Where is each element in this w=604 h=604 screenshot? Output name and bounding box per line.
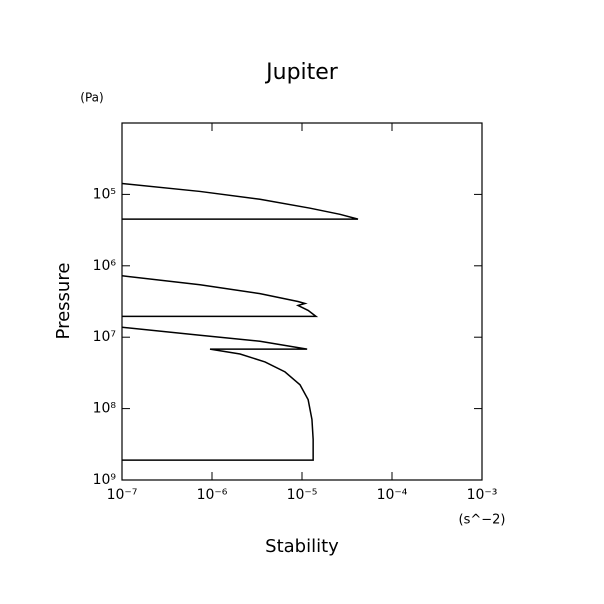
y-tick-label: 10⁸	[93, 401, 117, 417]
y-tick-label: 10⁷	[93, 329, 116, 345]
chart-title: Jupiter	[264, 60, 339, 85]
x-tick-label: 10⁻⁵	[287, 487, 318, 503]
y-tick-label: 10⁹	[93, 472, 117, 488]
x-tick-label: 10⁻⁴	[377, 487, 408, 503]
x-axis-label: Stability	[265, 536, 339, 557]
x-tick-label: 10⁻⁷	[107, 487, 138, 503]
y-tick-label: 10⁶	[93, 258, 117, 274]
x-tick-label: 10⁻⁶	[197, 487, 228, 503]
x-tick-label: 10⁻³	[467, 487, 498, 503]
y-axis-label: Pressure	[53, 263, 74, 340]
profile-line	[121, 182, 359, 461]
y-unit: (Pa)	[80, 91, 103, 105]
y-tick-label: 10⁵	[93, 186, 116, 202]
x-unit: (s^−2)	[459, 513, 506, 528]
